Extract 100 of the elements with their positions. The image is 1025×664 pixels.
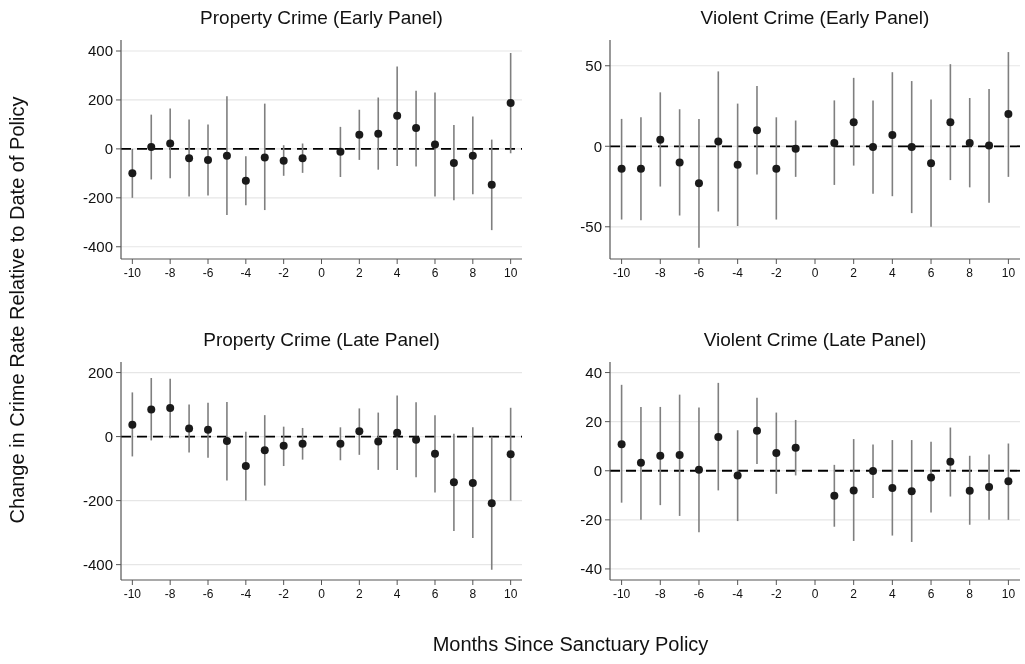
- point: [468, 479, 477, 487]
- chart-title: Violent Crime (Early Panel): [700, 7, 930, 28]
- x-tick-label: 4: [393, 587, 401, 601]
- point: [487, 499, 496, 508]
- point: [166, 139, 175, 148]
- point: [222, 151, 231, 160]
- point: [468, 151, 477, 160]
- point: [147, 405, 156, 414]
- point: [888, 131, 897, 140]
- point: [694, 465, 703, 474]
- x-tick-label: 10: [1001, 266, 1016, 280]
- point: [374, 129, 383, 138]
- x-tick-label: -2: [278, 587, 290, 601]
- y-tick-label: -50: [580, 218, 602, 236]
- x-tick-label: -10: [123, 266, 142, 280]
- point: [412, 124, 421, 133]
- x-tick-label: -10: [123, 587, 142, 601]
- point: [430, 449, 439, 458]
- point: [393, 428, 402, 437]
- x-tick-label: 4: [393, 266, 401, 280]
- x-tick-label: 4: [889, 587, 897, 601]
- x-tick-label: 0: [318, 587, 326, 601]
- x-tick-label: -2: [770, 266, 782, 280]
- point: [487, 180, 496, 189]
- point: [412, 435, 421, 444]
- point: [279, 156, 288, 165]
- x-tick-label: 2: [355, 266, 363, 280]
- x-tick-label: -10: [612, 587, 631, 601]
- point: [830, 491, 839, 500]
- x-tick-label: 0: [318, 266, 326, 280]
- point: [772, 449, 781, 458]
- point: [946, 457, 955, 466]
- point: [965, 139, 974, 148]
- point: [617, 440, 626, 449]
- y-tick-label: 0: [593, 137, 602, 155]
- x-tick-label: -10: [612, 266, 631, 280]
- point: [636, 458, 645, 467]
- x-tick-label: 8: [966, 266, 974, 280]
- x-tick-label: 6: [431, 266, 439, 280]
- x-tick-label: -2: [770, 587, 782, 601]
- y-axis-title: Change in Crime Rate Relative to Date of Policy: [6, 96, 28, 524]
- y-tick-label: 20: [585, 412, 602, 430]
- x-tick-label: -6: [693, 266, 705, 280]
- point: [355, 130, 364, 139]
- point: [772, 164, 781, 173]
- point: [985, 141, 994, 150]
- point: [927, 473, 936, 482]
- point: [449, 159, 458, 168]
- point: [675, 158, 684, 167]
- point: [128, 420, 137, 429]
- x-tick-label: -2: [278, 266, 290, 280]
- x-tick-label: 10: [503, 266, 518, 280]
- y-tick-label: 0: [593, 462, 602, 479]
- x-tick-label: 8: [469, 587, 477, 601]
- chart-title: Violent Crime (Late Panel): [703, 329, 927, 350]
- y-tick-label: 50: [585, 57, 602, 75]
- point: [241, 462, 250, 471]
- point: [298, 154, 307, 163]
- x-tick-label: -8: [654, 587, 666, 601]
- point: [946, 118, 955, 127]
- point: [791, 144, 800, 153]
- point: [694, 179, 703, 188]
- y-tick-label: -200: [82, 491, 113, 509]
- point: [1004, 110, 1013, 119]
- point: [241, 176, 250, 185]
- point: [506, 98, 515, 107]
- point: [830, 139, 839, 148]
- y-tick-label: 400: [87, 42, 113, 60]
- point: [849, 118, 858, 127]
- point: [185, 154, 194, 163]
- x-axis-title: Months Since Sanctuary Policy: [432, 633, 709, 655]
- point: [204, 155, 213, 164]
- point: [752, 426, 761, 435]
- point: [985, 482, 994, 491]
- point: [185, 424, 194, 433]
- y-tick-label: 0: [104, 427, 113, 445]
- point: [714, 432, 723, 441]
- point: [656, 135, 665, 144]
- point: [1004, 477, 1013, 486]
- y-tick-label: -400: [82, 238, 113, 256]
- chart-title: Property Crime (Late Panel): [203, 329, 440, 350]
- x-tick-label: 6: [927, 266, 935, 280]
- point: [260, 153, 269, 162]
- point: [336, 439, 345, 448]
- y-tick-label: 200: [87, 363, 113, 381]
- point: [733, 471, 742, 480]
- point: [617, 164, 626, 173]
- point: [336, 147, 345, 156]
- x-tick-label: -8: [654, 266, 666, 280]
- point: [222, 437, 231, 446]
- point: [393, 111, 402, 120]
- point: [374, 437, 383, 446]
- x-tick-label: -6: [202, 587, 214, 601]
- point: [204, 425, 213, 434]
- y-tick-label: -20: [580, 511, 602, 529]
- x-tick-label: 8: [966, 587, 974, 601]
- point: [888, 483, 897, 492]
- point: [355, 427, 364, 436]
- x-tick-label: 6: [927, 587, 935, 601]
- point: [675, 451, 684, 460]
